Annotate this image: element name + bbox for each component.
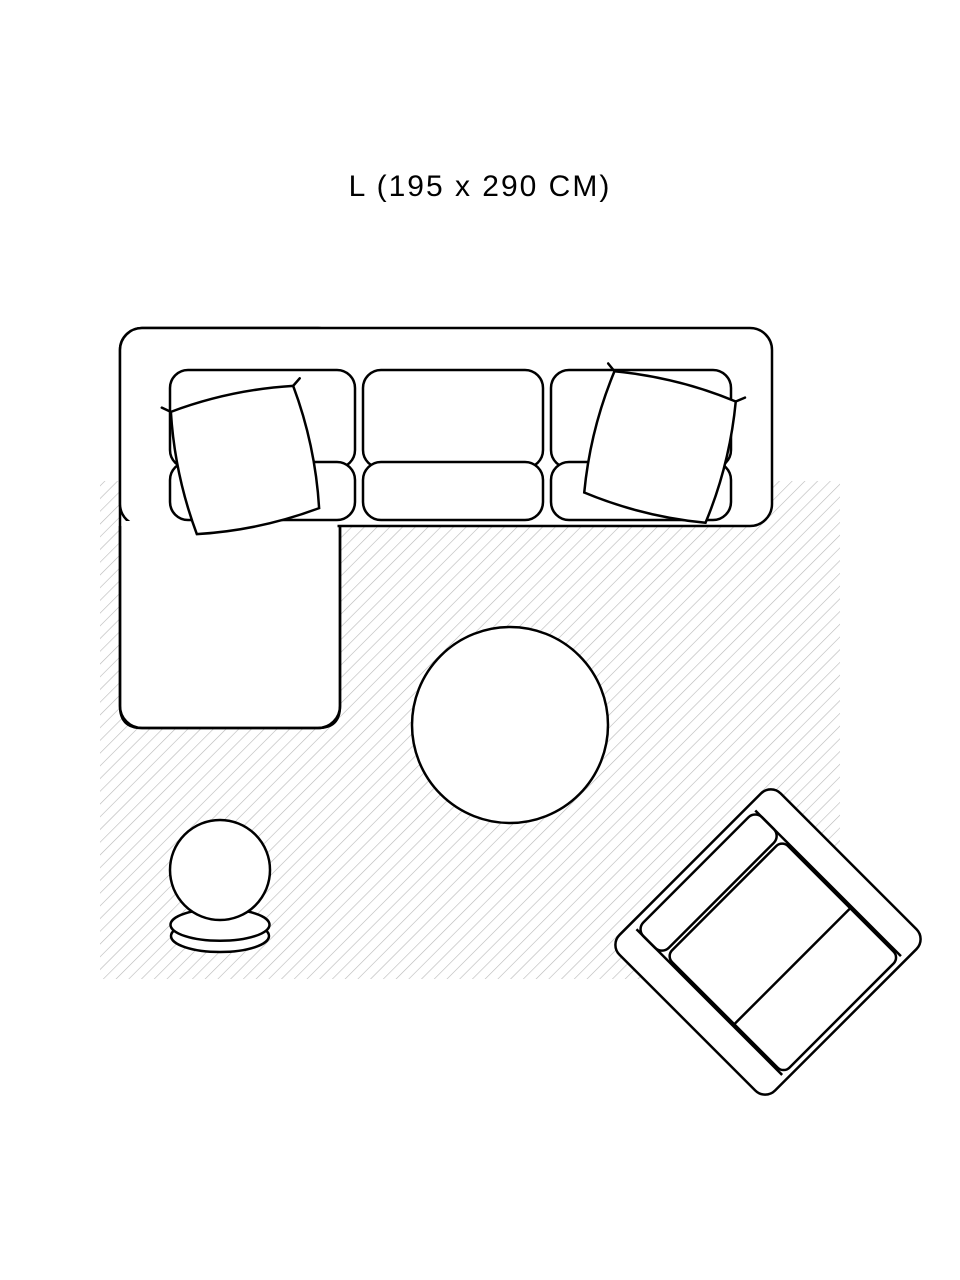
side-table (170, 820, 270, 952)
diagram-title: L (195 x 290 CM) (0, 170, 960, 204)
diagram-stage: L (195 x 290 CM) (0, 0, 960, 1280)
coffee-table (412, 627, 608, 823)
